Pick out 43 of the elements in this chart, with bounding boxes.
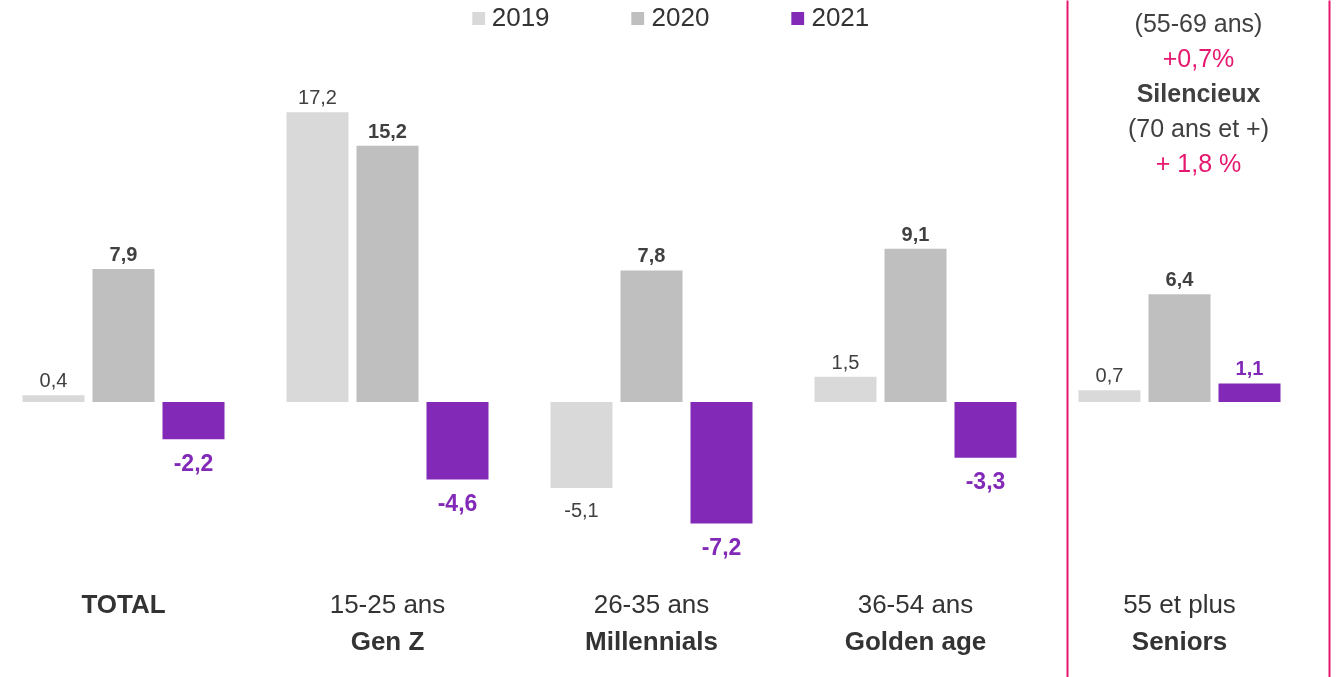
- text: +0,7%: [1162, 43, 1235, 72]
- data-label: 0,4: [39, 369, 68, 392]
- annotation: + 1,8 %: [1155, 148, 1242, 177]
- data-label: 1,1: [1235, 357, 1264, 380]
- x-tick-label: 55 et plus Seniors: [1123, 588, 1236, 656]
- data-label: 7,9: [109, 242, 138, 265]
- legend-label: 2019: [491, 2, 550, 33]
- annotation: (70 ans et +): [1127, 113, 1270, 142]
- text: (55-69 ans): [1134, 8, 1263, 37]
- data-label: -2,2: [173, 449, 214, 476]
- bar: [954, 402, 1017, 458]
- data-label: 7,8: [637, 244, 666, 267]
- bar: [92, 268, 155, 403]
- x-tick-label: TOTAL: [81, 588, 166, 619]
- data-label: 0,7: [1095, 364, 1124, 387]
- data-label: -7,2: [701, 534, 742, 561]
- data-label: -4,6: [437, 490, 478, 517]
- bar: [162, 402, 225, 440]
- data-label: 15,2: [368, 119, 407, 142]
- bar: [1078, 390, 1141, 403]
- x-tick-label: 15-25 ans Gen Z: [329, 588, 446, 656]
- bar: [550, 402, 613, 489]
- bar: [1148, 294, 1211, 403]
- text: Silencieux: [1136, 78, 1261, 107]
- x-tick-label: 26-35 ans Millennials: [585, 588, 718, 656]
- bar: [1218, 383, 1281, 403]
- bar: [690, 402, 753, 524]
- data-label: -5,1: [564, 498, 599, 521]
- bar: [620, 270, 683, 403]
- x-tick-label: 36-54 ans Golden age: [844, 588, 987, 656]
- data-label: 9,1: [901, 222, 930, 245]
- legend-label: 2021: [811, 2, 870, 33]
- legend-label: 2020: [651, 2, 710, 33]
- data-label: 1,5: [831, 350, 860, 373]
- bar: [286, 112, 349, 403]
- bar: [884, 248, 947, 403]
- bar: [426, 402, 489, 480]
- data-label: 17,2: [298, 86, 337, 108]
- bar: [22, 395, 85, 403]
- bar: [356, 145, 419, 403]
- data-label: -3,3: [965, 468, 1006, 495]
- data-label: 6,4: [1165, 268, 1195, 291]
- bar: [814, 376, 877, 403]
